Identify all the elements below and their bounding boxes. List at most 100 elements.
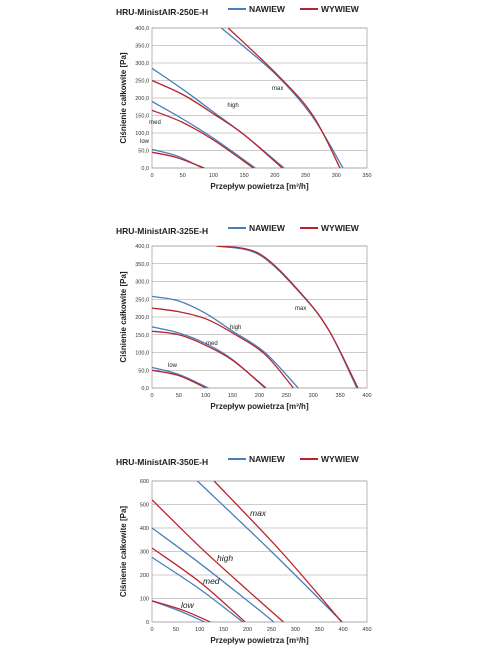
curve-annotation-high: high bbox=[227, 103, 238, 109]
y-tick-label: 400,0 bbox=[135, 244, 149, 250]
y-tick-label: 50,0 bbox=[138, 368, 149, 374]
curves bbox=[152, 481, 343, 622]
curve-wywiew-max bbox=[216, 246, 359, 388]
x-tick-label: 150 bbox=[240, 173, 249, 179]
x-tick-label: 400 bbox=[339, 627, 348, 633]
y-tick-label: 100,0 bbox=[135, 351, 149, 357]
curve-wywiew-max bbox=[227, 28, 341, 168]
curve-wywiew-low bbox=[152, 600, 211, 622]
x-tick-label: 0 bbox=[150, 393, 153, 399]
x-tick-label: 150 bbox=[228, 393, 237, 399]
x-tick-label: 300 bbox=[309, 393, 318, 399]
curve-annotation-low: low bbox=[181, 600, 195, 610]
x-tick-label: 350 bbox=[362, 173, 371, 179]
curve-wywiew-max bbox=[213, 481, 343, 622]
y-axis-title: Ciśnienie całkowite [Pa] bbox=[119, 506, 128, 597]
curve-annotation-max: max bbox=[272, 86, 283, 92]
legend-label-nawiew: NAWIEW bbox=[249, 223, 286, 233]
y-tick-label: 200 bbox=[140, 573, 149, 579]
curve-annotation-low: low bbox=[140, 139, 150, 145]
legend-label-nawiew: NAWIEW bbox=[249, 4, 286, 14]
x-tick-label: 300 bbox=[332, 173, 341, 179]
chart-1: HRU-MinistAIR-250E-H NAWIEW WYWIEW 0,0 50,0 1… bbox=[116, 4, 372, 191]
y-tick-label: 100,0 bbox=[135, 131, 149, 137]
curve-annotation-high: high bbox=[217, 553, 233, 563]
y-tick-label: 0,0 bbox=[141, 166, 149, 172]
curve-annotation-high: high bbox=[230, 325, 241, 331]
x-tick-label: 200 bbox=[243, 627, 252, 633]
x-tick-label: 300 bbox=[291, 627, 300, 633]
curve-nawiew-max bbox=[220, 28, 344, 168]
curve-annotation-med: med bbox=[203, 576, 220, 586]
curve-wywiew-low bbox=[152, 369, 207, 388]
y-tick-label: 600 bbox=[140, 479, 149, 485]
x-tick-label: 150 bbox=[219, 627, 228, 633]
x-tick-label: 250 bbox=[267, 627, 276, 633]
x-axis-title: Przepływ powietrza [m³/h] bbox=[210, 182, 309, 191]
y-tick-label: 0,0 bbox=[141, 386, 149, 392]
legend-label-wywiew: WYWIEW bbox=[321, 4, 360, 14]
chart-title: HRU-MinistAIR-325E-H bbox=[116, 226, 208, 236]
curve-nawiew-high bbox=[152, 295, 299, 388]
y-tick-label: 400 bbox=[140, 526, 149, 532]
curve-wywiew-high bbox=[152, 79, 283, 168]
x-tick-label: 100 bbox=[209, 173, 218, 179]
x-tick-label: 200 bbox=[255, 393, 264, 399]
curve-annotation-max: max bbox=[295, 306, 306, 312]
curve-wywiew-med bbox=[152, 109, 254, 168]
curve-nawiew-max bbox=[196, 481, 343, 622]
curve-annotation-max: max bbox=[250, 508, 267, 518]
x-tick-label: 0 bbox=[150, 173, 153, 179]
curve-wywiew-med bbox=[152, 330, 267, 388]
y-tick-label: 50,0 bbox=[138, 149, 149, 155]
y-tick-label: 300,0 bbox=[135, 61, 149, 67]
x-tick-label: 0 bbox=[150, 627, 153, 633]
y-axis-title: Ciśnienie całkowite [Pa] bbox=[119, 271, 128, 362]
y-tick-label: 150,0 bbox=[135, 333, 149, 339]
x-axis-title: Przepływ powietrza [m³/h] bbox=[210, 402, 309, 411]
y-axis-title: Ciśnienie całkowite [Pa] bbox=[119, 52, 128, 143]
curve-annotation-low: low bbox=[168, 363, 178, 369]
y-tick-label: 250,0 bbox=[135, 79, 149, 85]
chart-2: HRU-MinistAIR-325E-H NAWIEW WYWIEW 0,0 50,0 1… bbox=[116, 223, 372, 411]
y-tick-label: 500 bbox=[140, 503, 149, 509]
y-tick-label: 350,0 bbox=[135, 262, 149, 268]
x-tick-label: 250 bbox=[301, 173, 310, 179]
curve-nawiew-low bbox=[152, 366, 209, 388]
curve-wywiew-low bbox=[152, 151, 205, 168]
x-tick-label: 250 bbox=[282, 393, 291, 399]
y-tick-label: 100 bbox=[140, 597, 149, 603]
x-tick-label: 50 bbox=[173, 627, 179, 633]
x-tick-label: 350 bbox=[315, 627, 324, 633]
curve-annotation-med: med bbox=[206, 341, 218, 347]
legend-label-nawiew: NAWIEW bbox=[249, 454, 286, 464]
x-tick-label: 200 bbox=[270, 173, 279, 179]
x-tick-label: 350 bbox=[336, 393, 345, 399]
curves bbox=[152, 246, 359, 388]
x-tick-label: 450 bbox=[362, 627, 371, 633]
curve-nawiew-med bbox=[152, 556, 244, 622]
curve-annotation-med: med bbox=[149, 120, 161, 126]
y-tick-label: 200,0 bbox=[135, 96, 149, 102]
curve-nawiew-med bbox=[152, 100, 256, 168]
curve-wywiew-high bbox=[152, 307, 294, 388]
x-axis-title: Przepływ powietrza [m³/h] bbox=[210, 636, 309, 645]
y-tick-label: 300 bbox=[140, 550, 149, 556]
x-tick-label: 50 bbox=[180, 173, 186, 179]
legend-label-wywiew: WYWIEW bbox=[321, 223, 360, 233]
y-tick-label: 350,0 bbox=[135, 44, 149, 50]
y-tick-label: 250,0 bbox=[135, 297, 149, 303]
y-tick-label: 0 bbox=[146, 620, 149, 626]
curve-wywiew-med bbox=[152, 547, 246, 622]
legend-label-wywiew: WYWIEW bbox=[321, 454, 360, 464]
curves bbox=[152, 28, 344, 168]
curve-nawiew-high bbox=[152, 527, 275, 622]
y-tick-label: 400,0 bbox=[135, 26, 149, 32]
x-tick-label: 100 bbox=[201, 393, 210, 399]
curve-wywiew-high bbox=[152, 499, 284, 622]
x-tick-label: 100 bbox=[195, 627, 204, 633]
x-tick-label: 50 bbox=[176, 393, 182, 399]
chart-3: HRU-MinistAIR-350E-H NAWIEW WYWIEW 0 100 200 3… bbox=[116, 454, 372, 645]
y-tick-label: 300,0 bbox=[135, 280, 149, 286]
x-tick-label: 400 bbox=[362, 393, 371, 399]
